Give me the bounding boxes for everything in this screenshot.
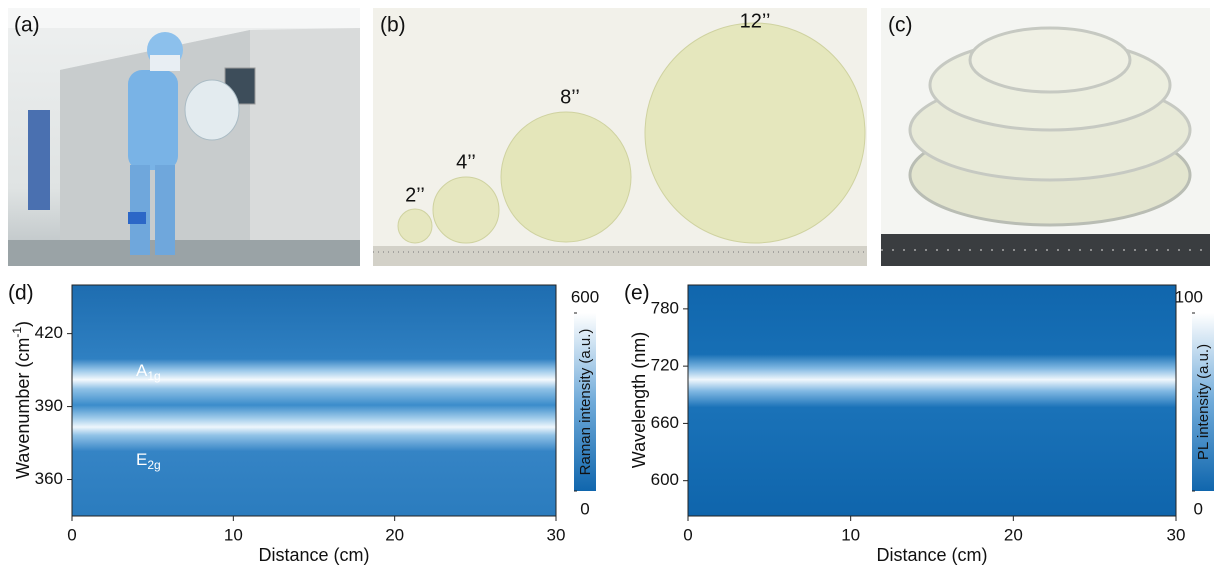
y-label-sup: -1 [10,327,24,338]
colorbar-tick-label: 600 [571,287,599,306]
wafer-size-label: 2’’ [405,184,425,206]
wafer-size-label: 8’’ [560,86,580,108]
wafer-size-label: 12’’ [740,10,771,32]
colorbar-tick-label: 100 [1175,287,1203,306]
peak-label: A1g [136,361,161,383]
wafer-size-label: 4’’ [456,151,476,173]
x-tick-label: 0 [683,525,692,544]
colorbar-tick-label: 0 [580,499,589,518]
x-tick-label: 20 [1004,525,1023,544]
plot-frame [687,284,1177,517]
photo-a [8,8,360,266]
panel-label: (d) [8,282,34,305]
x-tick-label: 10 [224,525,243,544]
y-axis-label: Wavelength (nm) [629,332,649,468]
y-label-end: ) [13,321,33,327]
x-tick-label: 0 [67,525,76,544]
y-tick-label: 390 [35,396,63,415]
x-tick-label: 30 [1167,525,1186,544]
peak-text: E [136,450,147,469]
y-tick-label: 780 [651,298,679,317]
peak-text: A [136,361,148,380]
x-axis-label: Distance (cm) [258,545,369,565]
peak-label: E2g [136,450,161,472]
panel-label: (e) [624,282,650,305]
y-tick-label: 360 [35,469,63,488]
colorbar [574,313,596,491]
colorbar-label: Raman intensity (a.u.) [577,329,594,476]
x-tick-label: 10 [841,525,860,544]
x-tick-label: 20 [385,525,404,544]
colorbar-label: PL intensity (a.u.) [1195,344,1212,460]
raman-heatmap [72,285,556,516]
panel-label: (b) [380,14,406,37]
panel-label: (c) [888,14,913,37]
y-tick-label: 720 [651,356,679,375]
photo-c [881,8,1210,266]
y-tick-label: 420 [35,323,63,342]
y-axis-label: Wavenumber (cm-1) [10,321,33,479]
panel-label: (a) [14,14,40,37]
colorbar [1192,313,1214,491]
pl-heatmap [688,285,1176,516]
peak-sub: 2g [147,458,160,472]
x-axis-label: Distance (cm) [876,545,987,565]
y-tick-label: 600 [651,470,679,489]
y-tick-label: 660 [651,413,679,432]
peak-sub: 1g [147,369,160,383]
colorbar-tick-label: 0 [1194,499,1203,518]
photo-b [373,8,867,266]
x-tick-label: 30 [547,525,566,544]
plot-frame [71,284,557,517]
y-label-text: Wavenumber (cm [13,338,33,479]
